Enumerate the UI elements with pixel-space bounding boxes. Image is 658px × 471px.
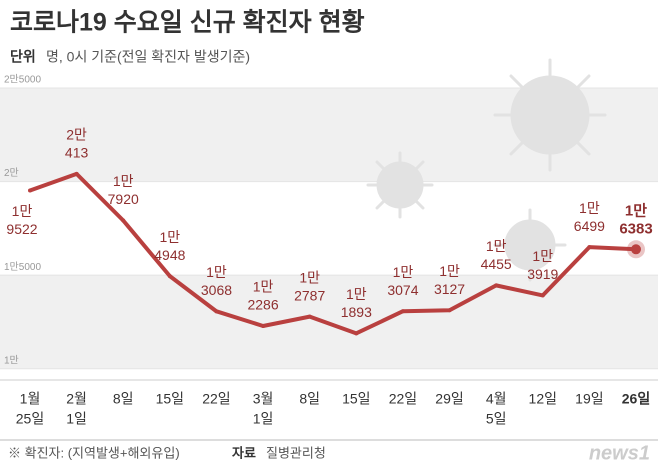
logo: news1 bbox=[589, 442, 650, 464]
value-label: 1893 bbox=[341, 304, 372, 320]
x-tick-label: 3월 bbox=[253, 391, 274, 407]
value-label: 1만 bbox=[393, 264, 414, 280]
point bbox=[28, 188, 32, 193]
value-label: 1만 bbox=[113, 173, 134, 189]
source-label: 자료 bbox=[232, 445, 256, 460]
value-label: 9522 bbox=[6, 221, 37, 237]
point bbox=[447, 308, 452, 313]
point bbox=[261, 323, 266, 328]
x-tick-label: 5일 bbox=[486, 411, 507, 427]
x-tick-label: 15일 bbox=[342, 391, 370, 407]
x-tick-label: 8일 bbox=[113, 391, 134, 407]
value-label: 1만 bbox=[346, 286, 367, 302]
point bbox=[631, 244, 641, 255]
x-tick-label: 1월 bbox=[20, 391, 41, 407]
point bbox=[354, 331, 359, 336]
value-label: 4455 bbox=[481, 256, 512, 272]
value-label: 1만 bbox=[486, 238, 507, 254]
x-tick-label: 12일 bbox=[529, 391, 557, 407]
value-label: 2787 bbox=[294, 287, 325, 303]
value-label: 1만 bbox=[299, 269, 320, 285]
x-tick-label: 19일 bbox=[575, 391, 603, 407]
value-label: 1만 bbox=[532, 248, 553, 264]
value-label: 3068 bbox=[201, 282, 232, 298]
x-tick-label: 26일 bbox=[622, 391, 650, 407]
x-tick-label: 8일 bbox=[299, 391, 320, 407]
x-tick-label: 22일 bbox=[202, 391, 230, 407]
point bbox=[307, 314, 312, 319]
value-label: 413 bbox=[65, 145, 89, 161]
x-tick-label: 1일 bbox=[66, 411, 87, 427]
point bbox=[587, 245, 592, 250]
value-label: 1만 bbox=[160, 229, 181, 245]
point bbox=[494, 283, 499, 288]
x-tick-label: 25일 bbox=[16, 411, 44, 427]
value-label: 1만 bbox=[579, 200, 600, 216]
x-tick-label: 15일 bbox=[156, 391, 184, 407]
value-label: 1만 bbox=[206, 264, 227, 280]
value-label: 2286 bbox=[247, 297, 278, 313]
value-label: 4948 bbox=[154, 247, 185, 263]
value-label: 3127 bbox=[434, 281, 465, 297]
value-label: 6383 bbox=[619, 220, 652, 237]
y-tick-label: 2만 bbox=[4, 167, 19, 179]
y-tick-label: 1만5000 bbox=[4, 261, 41, 273]
value-label: 3919 bbox=[527, 266, 558, 282]
value-label: 1만 bbox=[253, 279, 274, 295]
x-tick-label: 29일 bbox=[435, 391, 463, 407]
chart-title: 코로나19 수요일 신규 확진자 현황 bbox=[10, 9, 365, 37]
point bbox=[400, 309, 405, 314]
x-tick-label: 4월 bbox=[486, 391, 507, 407]
x-tick-label: 1일 bbox=[253, 411, 274, 427]
unit-label: 단위 bbox=[10, 49, 36, 65]
value-label: 2만 bbox=[66, 127, 87, 143]
line bbox=[29, 171, 637, 336]
value-label: 1만 bbox=[439, 263, 460, 279]
x-tick-label: 22일 bbox=[389, 391, 417, 407]
value-label: 1만 bbox=[625, 202, 647, 219]
point bbox=[214, 309, 219, 314]
y-tick-label: 2만5000 bbox=[4, 74, 41, 86]
point bbox=[540, 293, 545, 298]
source: 질병관리청 bbox=[266, 445, 326, 460]
point bbox=[121, 218, 126, 223]
x-tick-label: 2월 bbox=[66, 391, 87, 407]
value-label: 1만 bbox=[12, 203, 33, 219]
value-label: 7920 bbox=[108, 191, 139, 207]
virus-decoration bbox=[366, 58, 607, 282]
point bbox=[74, 171, 79, 176]
note: ※ 확진자: (지역발생+해외유입) bbox=[8, 445, 180, 460]
subtitle: 명, 0시 기준(전일 확진자 발생기준) bbox=[46, 49, 250, 65]
point bbox=[167, 274, 172, 279]
value-label: 3074 bbox=[387, 282, 418, 298]
value-label: 6499 bbox=[574, 218, 605, 234]
y-tick-label: 1만 bbox=[4, 354, 19, 366]
